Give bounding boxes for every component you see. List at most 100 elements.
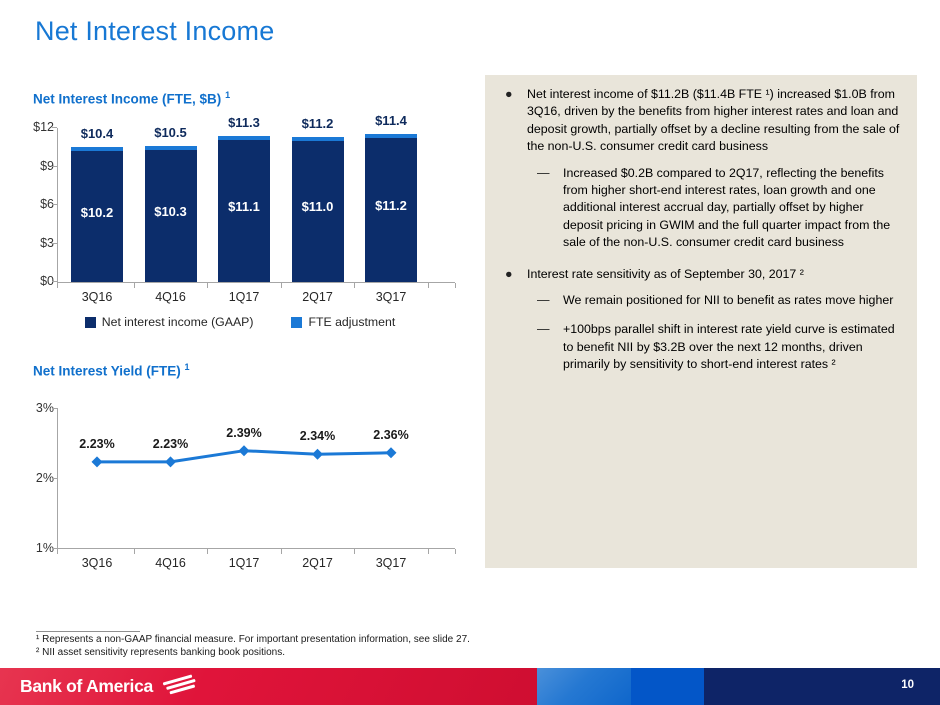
- line-x-tick-mark: [133, 549, 135, 554]
- line-y-axis-line: [57, 408, 58, 548]
- line-x-tick-label: 3Q16: [81, 556, 113, 570]
- bar-y-tick-mark: [52, 204, 57, 205]
- line-x-axis-line: [57, 548, 455, 549]
- sub-bullet-2b: — +100bps parallel shift in interest rat…: [537, 321, 901, 373]
- bar-y-axis-labels: $0 $3 $6 $9 $12: [20, 120, 54, 288]
- bar-y-tick-label: $9: [40, 158, 54, 173]
- bar-segment-gaap: [218, 139, 270, 282]
- footer-blue-light-segment: [537, 668, 631, 705]
- commentary-panel: ● Net interest income of $11.2B ($11.4B …: [485, 75, 917, 568]
- bar-y-tick-label: $0: [40, 274, 54, 288]
- line-point-label: 2.39%: [226, 425, 262, 440]
- bullet-1: ● Net interest income of $11.2B ($11.4B …: [505, 86, 901, 156]
- bar-total-label: $10.5: [154, 124, 187, 140]
- bank-of-america-wordmark: Bank of America: [20, 676, 153, 696]
- bar-y-tick-label: $12: [33, 120, 54, 134]
- legend-label: FTE adjustment: [308, 315, 396, 329]
- bar-x-tick-mark: [455, 283, 456, 288]
- bar-y-tick-mark: [52, 242, 57, 244]
- bar-y-tick-mark: [52, 165, 57, 167]
- line-x-tick-mark: [427, 549, 429, 554]
- bar-x-tick-label: 3Q17: [375, 290, 407, 304]
- line-chart-title: Net Interest Yield (FTE) 1: [33, 362, 190, 379]
- line-y-tick-mark: [52, 548, 57, 549]
- line-x-tick-mark: [207, 549, 209, 554]
- legend-swatch-icon: [291, 316, 303, 328]
- footer-navy-segment: 10: [704, 668, 940, 705]
- line-y-tick-label: 2%: [35, 471, 54, 485]
- bar-value-label: $11.1: [228, 198, 260, 214]
- line-y-axis-labels: 1% 2% 3%: [20, 400, 54, 560]
- bar-total-label: $11.2: [301, 115, 334, 131]
- bar-chart-title: Net Interest Income (FTE, $B) 1: [33, 90, 230, 107]
- sub-bullet-1a: — Increased $0.2B compared to 2Q17, refl…: [537, 165, 901, 252]
- bar-chart-title-text: Net Interest Income (FTE, $B): [33, 91, 222, 107]
- sub-bullet-2b-text: +100bps parallel shift in interest rate …: [563, 322, 895, 372]
- bar-total-label: $11.3: [228, 114, 260, 130]
- bar-segment-gaap: [365, 138, 417, 282]
- bar-segment-fte: [218, 135, 270, 140]
- line-x-tick-mark: [280, 549, 282, 554]
- line-x-tick-mark: [455, 549, 456, 554]
- bar-x-tick-mark: [427, 283, 429, 288]
- bar-total-label: $11.4: [375, 113, 407, 129]
- line-x-tick-label: 2Q17: [302, 556, 333, 570]
- footnote-2: ² NII asset sensitivity represents banki…: [36, 647, 286, 658]
- line-chart-title-footref: 1: [184, 362, 190, 372]
- footer-bar: Bank of America 10: [0, 668, 940, 705]
- bar-y-axis-line: [57, 128, 58, 282]
- bullet-2-text: Interest rate sensitivity as of Septembe…: [527, 266, 804, 281]
- bar-value-label: $11.2: [375, 198, 407, 214]
- line-x-tick-mark: [57, 549, 58, 554]
- bar-x-tick-mark: [57, 283, 58, 288]
- dash-icon: —: [537, 322, 550, 337]
- bar-x-tick-label: 1Q17: [228, 290, 260, 304]
- bar-x-tick-mark: [354, 283, 356, 288]
- line-x-tick-mark: [354, 549, 356, 554]
- bar-value-label: $10.3: [154, 203, 187, 219]
- data-point-diamond-icon: [238, 445, 250, 457]
- dash-icon: —: [537, 165, 550, 180]
- line-y-tick-label: 3%: [35, 401, 54, 415]
- footnote-1: ¹ Represents a non-GAAP financial measur…: [36, 634, 470, 645]
- bar-x-tick-label: 4Q16: [155, 290, 186, 304]
- bar-segment-gaap: [144, 149, 197, 282]
- page-number: 10: [901, 679, 914, 691]
- footnote-separator: [36, 631, 140, 632]
- line-x-tick-label: 3Q17: [375, 556, 407, 570]
- line-point-label: 2.23%: [152, 436, 189, 451]
- bar-x-tick-mark: [207, 283, 209, 288]
- data-point-diamond-icon: [312, 448, 323, 460]
- line-y-tick-mark: [52, 408, 57, 409]
- bar-x-tick-label: 2Q17: [302, 290, 333, 304]
- line-x-tick-label: 4Q16: [155, 556, 186, 570]
- bar-x-labels: 3Q16 4Q16 1Q17 2Q17 3Q17: [57, 290, 455, 306]
- bar-y-tick-mark: [52, 127, 57, 128]
- bullet-dot-icon: ●: [505, 87, 513, 101]
- line-point-label: 2.23%: [79, 436, 115, 451]
- line-x-tick-label: 1Q17: [228, 556, 260, 570]
- bar-y-tick-label: $3: [40, 235, 54, 250]
- data-point-diamond-icon: [165, 456, 176, 468]
- bar-y-tick-mark: [52, 281, 57, 282]
- line-plot: 2.23% 2.23% 2.39% 2.34% 2.36%: [52, 400, 456, 560]
- bar-legend: Net interest income (GAAP) FTE adjustment: [20, 315, 460, 329]
- line-point-label: 2.34%: [299, 429, 336, 444]
- line-x-labels: 3Q16 4Q16 1Q17 2Q17 3Q17: [57, 556, 455, 572]
- page-title: Net Interest Income: [35, 16, 275, 46]
- bank-of-america-flag-icon: [162, 674, 196, 695]
- bar-x-tick-label: 3Q16: [81, 290, 113, 304]
- sub-bullet-2a: — We remain positioned for NII to benefi…: [537, 292, 901, 309]
- line-y-tick-label: 1%: [35, 541, 54, 555]
- footer-blue-mid-segment: [631, 668, 704, 705]
- legend-swatch-icon: [84, 316, 96, 328]
- bar-x-axis-line: [57, 282, 455, 283]
- line-point-label: 2.36%: [373, 427, 409, 442]
- bar-segment-fte: [144, 145, 197, 150]
- bar-segment-gaap: [291, 140, 344, 282]
- legend-item: Net interest income (GAAP): [84, 315, 253, 329]
- bar-value-label: $10.2: [80, 204, 114, 220]
- bullet-1-text: Net interest income of $11.2B ($11.4B FT…: [527, 87, 900, 154]
- line-y-tick-mark: [52, 478, 57, 479]
